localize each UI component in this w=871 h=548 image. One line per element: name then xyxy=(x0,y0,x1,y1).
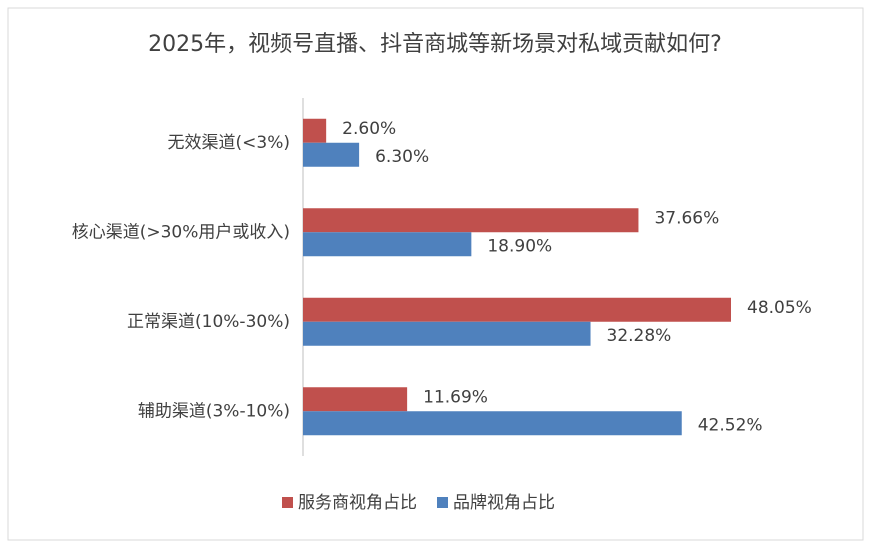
y-tick-label: 正常渠道(10%-30%) xyxy=(127,312,290,332)
legend-label: 服务商视角占比 xyxy=(298,493,417,513)
value-label: 2.60% xyxy=(342,119,396,139)
bar xyxy=(303,232,472,257)
bar xyxy=(303,118,327,143)
y-tick-label: 核心渠道(>30%用户或收入) xyxy=(72,222,290,242)
legend-label: 品牌视角占比 xyxy=(453,493,555,513)
bar xyxy=(303,142,360,167)
value-label: 32.28% xyxy=(607,326,672,346)
value-label: 11.69% xyxy=(423,387,488,407)
bar xyxy=(303,208,639,233)
bar xyxy=(303,321,591,346)
legend-swatch xyxy=(437,497,448,508)
y-tick-label: 辅助渠道(3%-10%) xyxy=(138,401,290,421)
bar xyxy=(303,297,731,322)
value-label: 37.66% xyxy=(654,208,719,228)
y-tick-label: 无效渠道(<3%) xyxy=(168,133,290,153)
chart-frame xyxy=(7,7,864,541)
value-label: 42.52% xyxy=(698,415,763,435)
chart-title: 2025年，视频号直播、抖音商城等新场景对私域贡献如何? xyxy=(148,32,722,57)
value-label: 48.05% xyxy=(747,298,812,318)
value-label: 6.30% xyxy=(375,147,429,167)
bar xyxy=(303,411,682,436)
value-label: 18.90% xyxy=(487,236,552,256)
legend-swatch xyxy=(282,497,293,508)
bar xyxy=(303,387,408,412)
